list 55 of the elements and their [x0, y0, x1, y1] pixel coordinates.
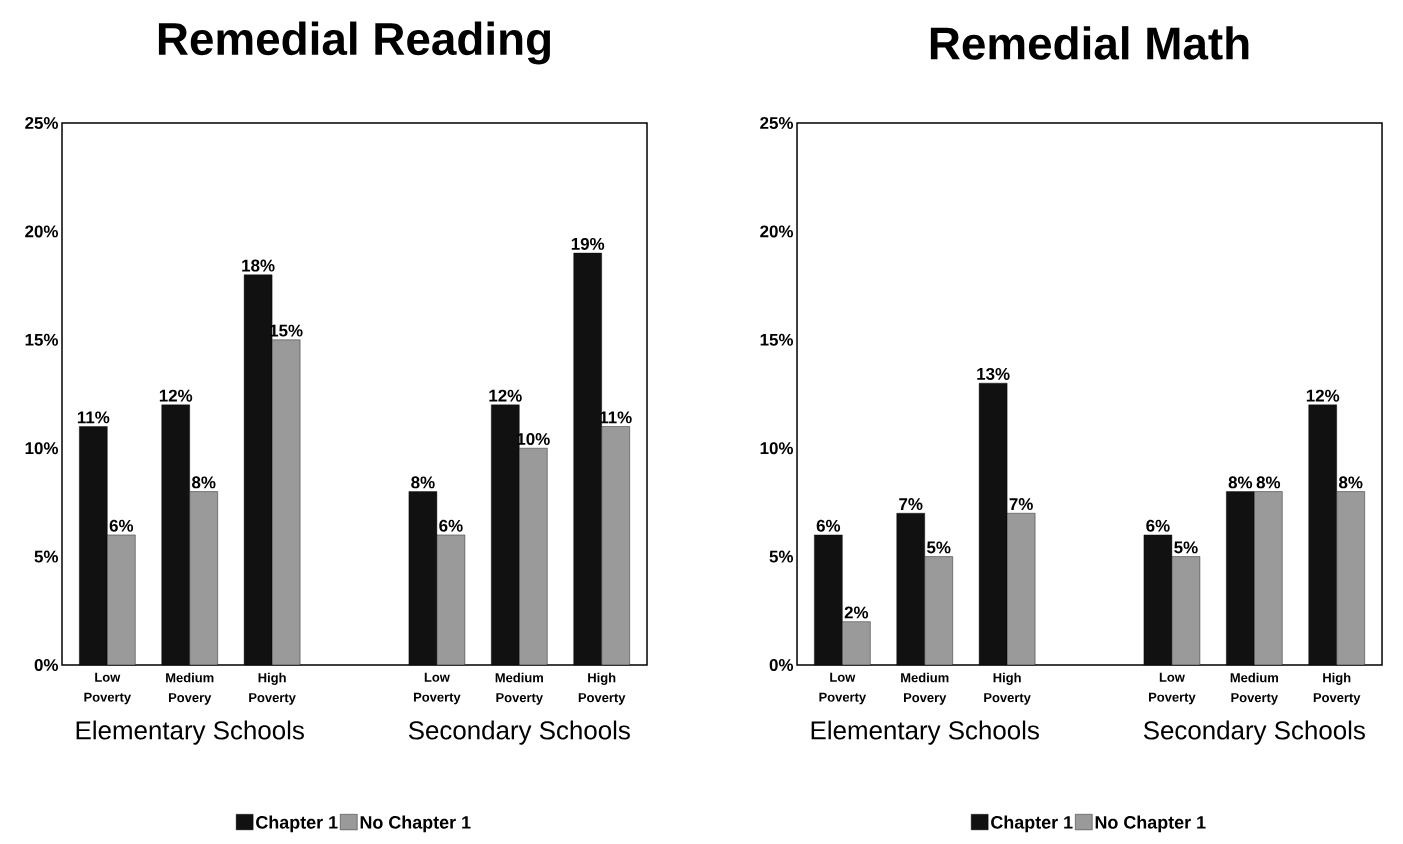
data-label: 6%: [816, 519, 841, 532]
data-label: 6%: [109, 519, 134, 532]
y-tick-label: 0%: [34, 659, 59, 671]
y-tick-label: 10%: [25, 442, 59, 455]
data-label: 12%: [489, 389, 522, 402]
y-tick-label: 5%: [34, 550, 59, 563]
y-tick-label: 25%: [25, 116, 59, 129]
text: Elementary Schools: [76, 720, 304, 745]
y-tick-label: 20%: [760, 225, 794, 238]
chart-title: Remedial Reading: [158, 21, 551, 65]
y-tick-label: 0%: [769, 659, 794, 671]
data-label: 7%: [899, 498, 923, 511]
legend-label: Chapter 1: [991, 815, 1073, 833]
data-label: 5%: [927, 541, 951, 554]
data-label: 6%: [1146, 519, 1170, 532]
x-tick-label: Medium Povery: [901, 672, 949, 705]
x-tick-label: Low Poverty: [819, 672, 867, 705]
data-label: 11%: [77, 411, 110, 424]
data-label: 6%: [439, 519, 463, 532]
x-tick-label: Low Poverty: [414, 672, 461, 705]
data-label: 8%: [411, 476, 435, 489]
x-tick-label: High Poverty: [1313, 672, 1361, 705]
x-tick-label: Medium Povery: [166, 672, 214, 705]
text: Elementary Schools: [811, 720, 1039, 745]
y-tick-label: 20%: [25, 225, 59, 238]
x-tick-label: Medium Poverty: [1230, 672, 1279, 705]
data-label: 2%: [844, 606, 869, 619]
legend-label: No Chapter 1: [360, 815, 471, 833]
x-tick-label: High Poverty: [984, 672, 1031, 705]
data-label: 8%: [1228, 476, 1253, 489]
text: Secondary Schools: [408, 720, 630, 745]
x-tick-label: Medium Poverty: [495, 672, 543, 705]
data-label: 18%: [242, 259, 275, 272]
text: Secondary Schools: [1143, 720, 1365, 745]
data-label: 8%: [1339, 476, 1363, 489]
x-tick-label: High Poverty: [578, 672, 626, 705]
data-label: 7%: [1009, 498, 1033, 511]
x-tick-label: Low Poverty: [1149, 672, 1196, 705]
data-label: 13%: [977, 367, 1010, 380]
y-tick-label: 15%: [25, 333, 59, 346]
y-tick-label: 10%: [760, 442, 794, 455]
data-label: 8%: [1256, 476, 1281, 489]
data-label: 5%: [1174, 541, 1198, 554]
legend-label: Chapter 1: [256, 815, 338, 833]
data-label: 8%: [192, 476, 216, 489]
x-tick-label: Low Poverty: [84, 672, 132, 705]
y-tick-label: 15%: [760, 333, 794, 346]
legend-label: No Chapter 1: [1095, 815, 1206, 833]
chart-title: Remedial Math: [930, 26, 1249, 60]
y-tick-label: 5%: [769, 550, 794, 563]
data-label: 12%: [1306, 389, 1340, 402]
x-tick-label: High Poverty: [249, 672, 296, 705]
y-tick-label: 25%: [760, 116, 794, 129]
data-label: 19%: [571, 237, 605, 250]
data-label: 12%: [159, 389, 193, 402]
